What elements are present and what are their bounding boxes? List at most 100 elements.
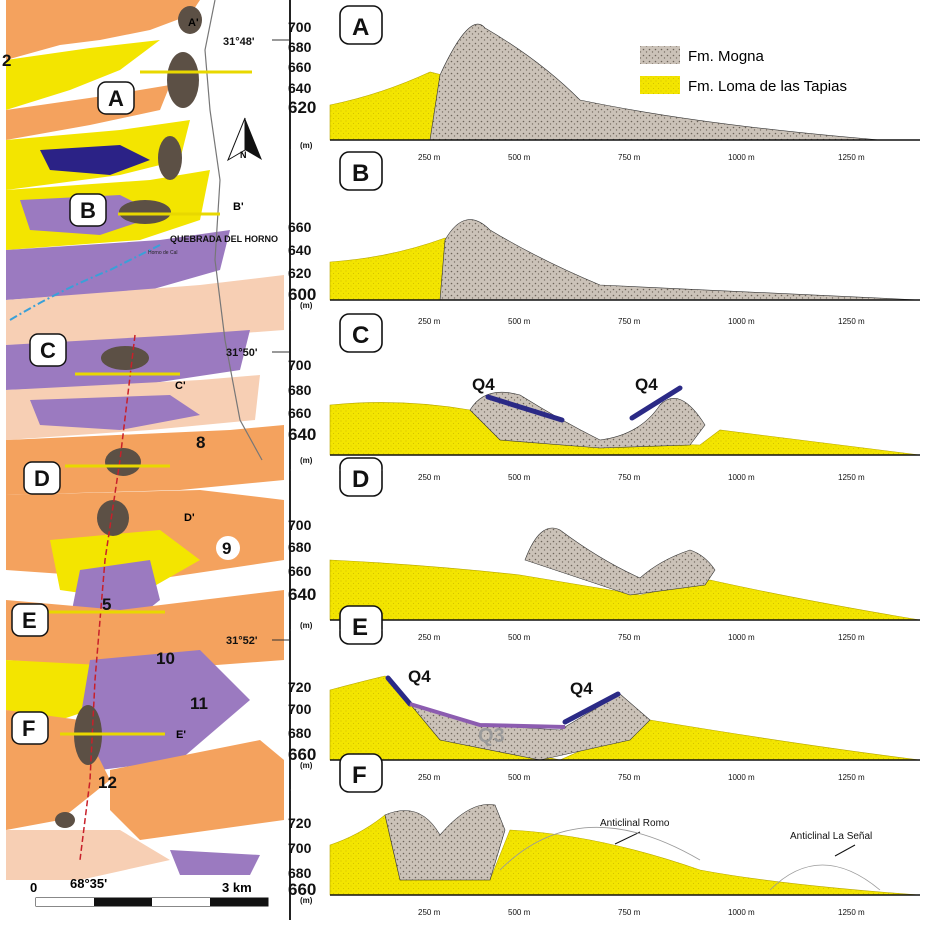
svg-text:E: E	[22, 608, 37, 633]
y-tick-label: 680	[288, 725, 312, 741]
map-units	[6, 0, 284, 880]
profile-label-c: C	[339, 313, 383, 353]
svg-text:B: B	[80, 198, 96, 223]
y-tick-label: 700	[288, 19, 312, 35]
y-tick-label: 680	[288, 382, 312, 398]
profile-letter: B	[352, 160, 369, 187]
coord-label-3: 31°52'	[226, 635, 258, 647]
map-section-c: C	[29, 333, 67, 367]
x-tick-label: 1250 m	[838, 153, 865, 162]
map-section-f: F	[11, 711, 49, 745]
x-tick-label: 1250 m	[838, 633, 865, 642]
q4-label: Q4	[570, 679, 593, 698]
anticline-axis	[79, 334, 136, 861]
mogna-layer	[469, 391, 706, 449]
y-tick-label: 620	[288, 265, 312, 281]
anticline-arc	[769, 864, 881, 891]
y-tick-label: 600	[288, 285, 316, 304]
anticline-romo-label: Anticlinal Romo	[600, 818, 670, 829]
y-tick-label: 680	[288, 39, 312, 55]
x-tick-label: 500 m	[508, 317, 531, 326]
stream-line	[9, 244, 161, 321]
x-tick-label: 1250 m	[838, 908, 865, 917]
tapias-layer	[329, 814, 921, 896]
scale-end: 3 km	[222, 880, 252, 895]
y-tick-label: 620	[288, 98, 316, 117]
x-tick-label: 1000 m	[728, 317, 755, 326]
map-section-e: E	[11, 603, 49, 637]
anticline-senal-label: Anticlinal La Señal	[790, 831, 872, 842]
map-section-d: D	[23, 461, 61, 495]
north-arrow-icon: N	[226, 117, 262, 162]
svg-text:9: 9	[222, 539, 231, 558]
profile-label-f: F	[339, 753, 383, 793]
y-tick-label: 700	[288, 840, 312, 856]
svg-text:C: C	[40, 338, 56, 363]
quaternary-unit-bar	[562, 691, 621, 725]
y-unit-label: (m)	[300, 761, 313, 770]
legend-swatch-mogna	[640, 46, 680, 64]
x-tick-label: 1250 m	[838, 773, 865, 782]
x-tick-label: 1250 m	[838, 317, 865, 326]
x-tick-label: 1000 m	[728, 633, 755, 642]
site-number-12: 12	[98, 773, 117, 792]
mogna-outcrops	[55, 6, 202, 828]
profile-letter: F	[352, 762, 367, 789]
quaternary-unit-bar	[485, 394, 565, 423]
svg-text:N: N	[240, 150, 247, 160]
x-tick-label: 500 m	[508, 473, 531, 482]
quaternary-unit-bar	[385, 675, 413, 707]
road-line	[204, 0, 263, 461]
profile-label-b: B	[339, 151, 383, 191]
cross-section-b: 660 640 620 600(m) 250 m 500 m 750 m 1000 m 1250…	[288, 219, 921, 326]
site-9: 9	[216, 536, 240, 560]
x-tick-label: 1000 m	[728, 153, 755, 162]
x-tick-label: 500 m	[508, 908, 531, 917]
y-tick-label: 640	[288, 242, 312, 258]
x-tick-label: 750 m	[618, 633, 641, 642]
x-tick-label: 750 m	[618, 473, 641, 482]
x-tick-label: 500 m	[508, 773, 531, 782]
x-tick-label: 750 m	[618, 317, 641, 326]
y-tick-label: 640	[288, 425, 316, 444]
x-tick-label: 500 m	[508, 153, 531, 162]
q3-label: Q3	[478, 725, 505, 747]
lat-ticks	[272, 39, 290, 641]
x-tick-label: 250 m	[418, 773, 441, 782]
y-tick-label: 660	[288, 745, 316, 764]
geologic-map: 31°48' 31°50' 31°52' N QUEBRADA DEL HORN…	[2, 0, 291, 920]
arrow-romo	[614, 831, 641, 845]
cross-sections: 700 680 660 640 620 (m) 250 m 500 m 750 m 1000 m 1…	[288, 5, 927, 917]
y-tick-label: 660	[288, 563, 312, 579]
x-tick-label: 1000 m	[728, 908, 755, 917]
cross-section-e: 720 700 680 660(m) 250 m 500 m 750 m 1000 m 1250…	[288, 675, 921, 782]
map-section-b: B	[69, 193, 107, 227]
y-unit-label: (m)	[300, 456, 313, 465]
x-tick-label: 750 m	[618, 153, 641, 162]
cross-section-a: 700 680 660 640 620 (m) 250 m 500 m 750 m 1000 m 1…	[288, 19, 920, 162]
legend: Fm. Mogna Fm. Loma de las Tapias	[640, 46, 847, 95]
x-tick-label: 1000 m	[728, 473, 755, 482]
x-tick-label: 250 m	[418, 153, 441, 162]
profile-label-d: D	[339, 457, 383, 497]
x-tick-label: 1000 m	[728, 773, 755, 782]
y-tick-label: 720	[288, 679, 312, 695]
y-tick-label: 640	[288, 585, 316, 604]
x-tick-label: 250 m	[418, 473, 441, 482]
legend-label-mogna: Fm. Mogna	[688, 48, 765, 65]
coord-label-2: 31°50'	[226, 347, 258, 359]
end-label-d: D'	[184, 512, 195, 524]
locality-label: QUEBRADA DEL HORNO	[170, 234, 278, 244]
mogna-layer	[439, 219, 921, 301]
q3-bar	[409, 702, 566, 729]
y-tick-label: 700	[288, 701, 312, 717]
longitude-label: 68°35'	[70, 876, 107, 891]
mogna-layer	[524, 527, 716, 596]
quaternary-unit-bar	[629, 385, 683, 421]
x-tick-label: 250 m	[418, 908, 441, 917]
y-tick-label: 660	[288, 59, 312, 75]
y-tick-label: 640	[288, 80, 312, 96]
end-label-c: C'	[175, 380, 186, 392]
